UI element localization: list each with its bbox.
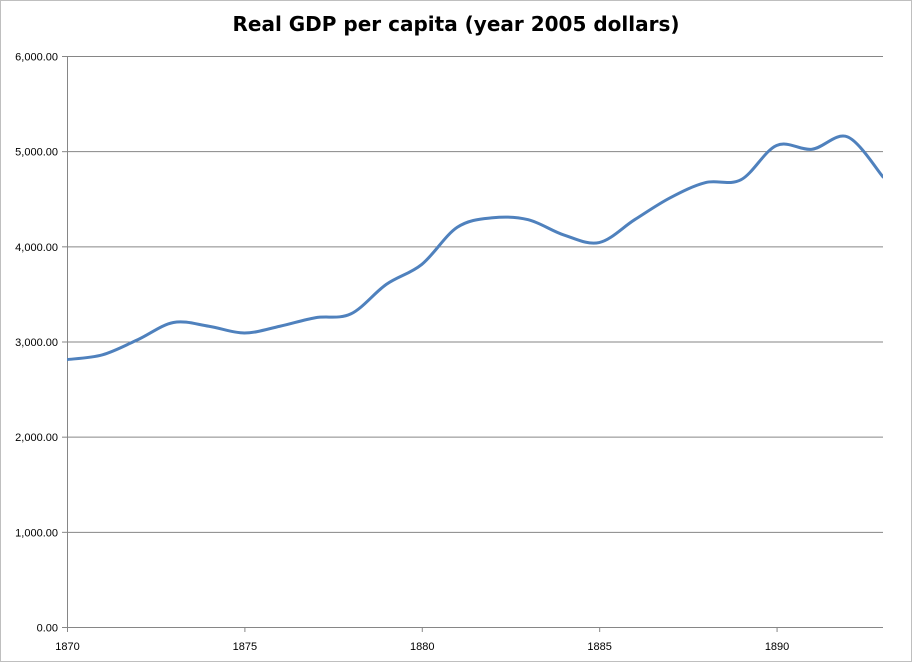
data-point-1872 <box>136 338 139 341</box>
data-point-1883 <box>527 218 530 221</box>
data-point-1873 <box>172 321 175 324</box>
chart-title: Real GDP per capita (year 2005 dollars) <box>232 12 680 36</box>
data-point-1880 <box>420 263 423 266</box>
data-point-1879 <box>385 283 388 286</box>
x-tick-label-0: 1870 <box>55 641 79 653</box>
data-point-1875 <box>243 331 246 334</box>
data-point-1888 <box>704 181 707 184</box>
x-tick-label-1: 1875 <box>233 641 257 653</box>
data-point-1876 <box>278 325 281 328</box>
data-point-1886 <box>633 218 636 221</box>
data-point-1882 <box>491 216 494 219</box>
y-tick-label-4: 4,000.00 <box>15 242 58 254</box>
data-point-1890 <box>775 144 778 147</box>
y-tick-label-2: 2,000.00 <box>15 432 58 444</box>
data-point-1893 <box>882 175 885 178</box>
data-point-1874 <box>207 325 210 328</box>
data-point-1889 <box>740 178 743 181</box>
x-tick-label-2: 1880 <box>410 641 434 653</box>
series-line-0 <box>67 134 883 362</box>
data-point-1891 <box>811 148 814 151</box>
data-point-1870 <box>66 358 69 361</box>
y-tick-label-1: 1,000.00 <box>15 527 58 539</box>
data-point-1892 <box>846 135 849 138</box>
data-point-1871 <box>101 353 104 356</box>
y-tick-label-6: 6,000.00 <box>15 52 58 64</box>
y-tick-label-3: 3,000.00 <box>15 337 58 349</box>
data-point-1887 <box>669 196 672 199</box>
data-point-1884 <box>562 233 565 236</box>
y-tick-label-0: 0.00 <box>37 623 58 635</box>
x-tick-label-4: 1890 <box>765 641 789 653</box>
y-tick-label-5: 5,000.00 <box>15 147 58 159</box>
data-point-1885 <box>598 241 601 244</box>
data-point-1881 <box>456 226 459 229</box>
data-point-1877 <box>314 316 317 319</box>
data-point-1878 <box>349 312 352 315</box>
x-tick-label-3: 1885 <box>587 641 611 653</box>
